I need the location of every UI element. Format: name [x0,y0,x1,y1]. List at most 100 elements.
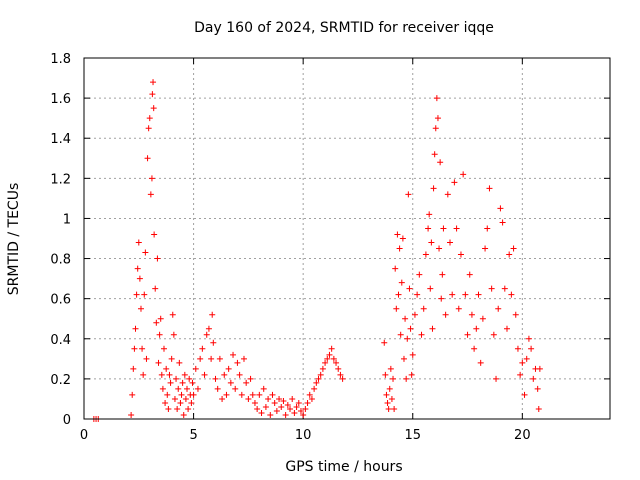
data-point [271,399,278,406]
data-point [400,355,407,362]
data-point [466,271,473,278]
data-point [227,379,234,386]
data-point [311,385,318,392]
data-point [444,191,451,198]
data-point [197,355,204,362]
data-point [426,211,433,218]
y-tick-label: 1.2 [50,172,71,187]
data-point [157,315,164,322]
data-point [297,407,304,414]
data-point [147,191,154,198]
data-point [457,251,464,258]
data-point [137,305,144,312]
data-point [462,291,469,298]
data-point [214,385,221,392]
data-point [136,275,143,282]
data-point [535,405,542,412]
data-point [397,331,404,338]
data-point [245,395,252,402]
data-point [501,285,508,292]
data-point [160,345,167,352]
data-point [141,291,148,298]
data-point [210,339,217,346]
x-axis-label: GPS time / hours [285,459,402,475]
data-point [488,285,495,292]
data-point [431,151,438,158]
data-point [232,385,239,392]
data-point [139,345,146,352]
data-point [317,371,324,378]
data-point [192,365,199,372]
data-point [251,399,258,406]
y-axis-label: SRMTID / TECUs [6,183,22,296]
data-point [328,345,335,352]
data-point [180,411,187,418]
data-point [324,355,331,362]
data-point [427,285,434,292]
data-point [409,351,416,358]
data-point [322,359,329,366]
data-point [390,375,397,382]
data-point [455,305,462,312]
data-series [90,79,543,422]
data-point [449,291,456,298]
data-point [156,331,163,338]
data-point [330,355,337,362]
data-point [300,411,307,418]
data-point [153,319,160,326]
data-point [178,391,185,398]
y-tick-label: 0.6 [50,293,71,308]
data-point [326,351,333,358]
data-point [267,411,274,418]
data-point [306,391,313,398]
data-point [140,371,147,378]
data-point [422,251,429,258]
chart-title: Day 160 of 2024, SRMTID for receiver iqq… [194,20,494,36]
data-point [475,291,482,298]
data-point [313,379,320,386]
data-point [482,245,489,252]
data-point [406,285,413,292]
data-point [438,295,445,302]
data-point [223,391,230,398]
data-point [278,403,285,410]
x-tick-label: 10 [295,428,312,443]
gridlines [84,58,610,419]
data-point [142,249,149,256]
data-point [519,359,526,366]
data-point [243,379,250,386]
data-point [399,235,406,242]
data-point [219,395,226,402]
data-point [184,385,191,392]
data-point [287,405,294,412]
data-point [392,265,399,272]
data-point [258,409,265,416]
data-point [436,245,443,252]
data-point [304,399,311,406]
data-point [144,155,151,162]
data-point [402,315,409,322]
y-tick-label: 1.6 [50,92,71,107]
axis-ticks [83,57,610,420]
y-tick-label: 1.4 [50,132,71,147]
data-point [230,351,237,358]
data-point [333,359,340,366]
data-point [339,375,346,382]
data-point [130,365,137,372]
data-point [179,379,186,386]
data-point [188,399,195,406]
x-tick-label: 15 [404,428,421,443]
data-point [146,115,153,122]
data-point [150,79,157,86]
data-point [393,305,400,312]
data-point [240,355,247,362]
y-tick-label: 1.8 [50,52,71,67]
data-point [265,395,272,402]
data-point [460,171,467,178]
data-point [477,359,484,366]
x-tick-labels: 0 5 10 15 20 [80,428,531,443]
data-point [150,105,157,112]
data-point [381,339,388,346]
y-tick-label: 0.4 [50,333,71,348]
data-point [536,365,543,372]
